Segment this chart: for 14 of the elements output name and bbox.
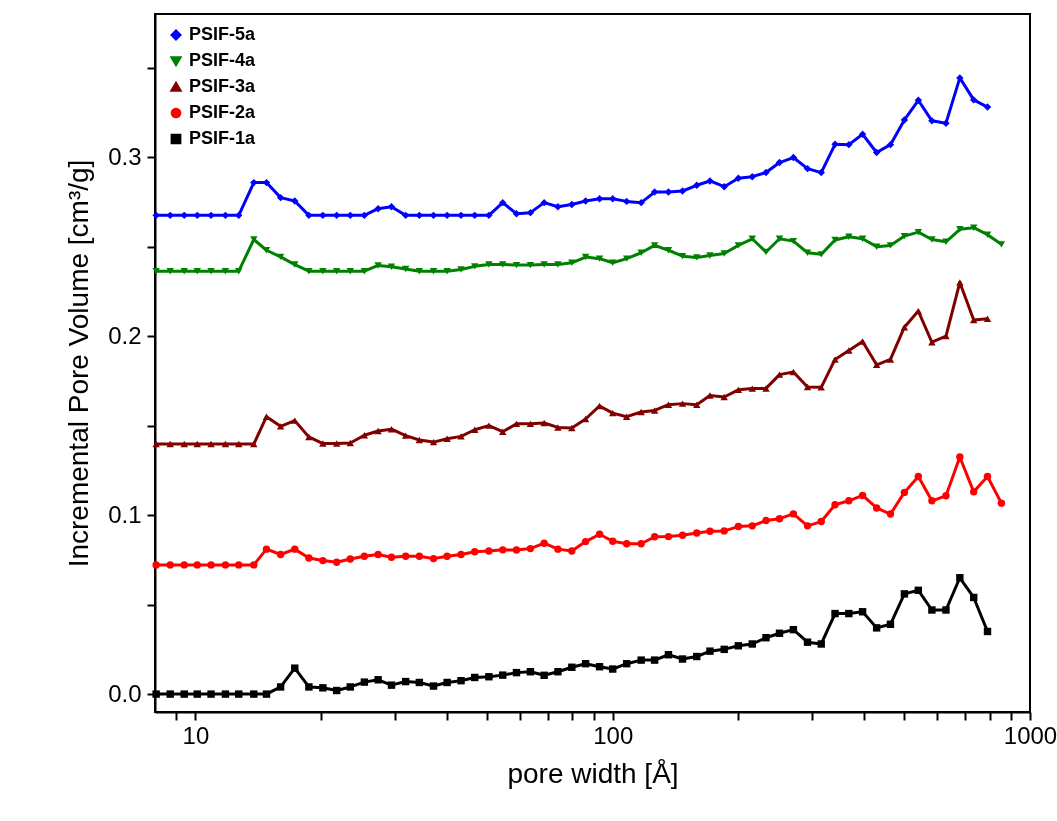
y-tick-label: 0.1 <box>108 500 142 528</box>
legend-label: PSIF-3a <box>189 76 257 96</box>
x-tick-label: 100 <box>593 721 634 749</box>
y-axis-title: Incremental Pore Volume [cm³/g] <box>63 159 95 568</box>
legend-label: PSIF-4a <box>189 50 257 70</box>
y-tick-label: 0.0 <box>108 679 142 707</box>
x-tick-label: 1000 <box>1003 721 1057 749</box>
x-tick-label: 10 <box>182 721 210 749</box>
legend-label: PSIF-2a <box>189 102 257 122</box>
legend-label: PSIF-5a <box>189 24 257 44</box>
y-tick-label: 0.3 <box>108 142 142 170</box>
y-tick-label: 0.2 <box>108 321 142 349</box>
x-axis-title: pore width [Å] <box>507 757 679 789</box>
legend-label: PSIF-1a <box>189 128 257 148</box>
